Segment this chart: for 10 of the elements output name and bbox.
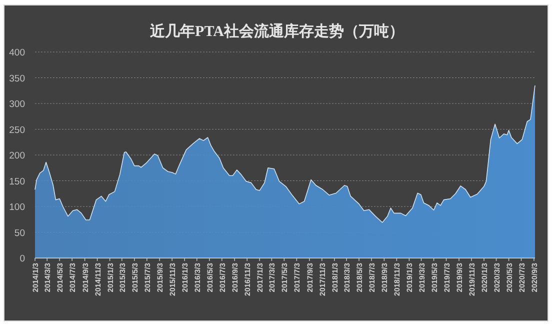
y-tick-label: 0 — [20, 254, 25, 264]
y-tick-label: 50 — [14, 228, 25, 239]
y-tick-label: 400 — [9, 48, 25, 58]
y-tick-label: 200 — [9, 150, 25, 162]
y-tick-label: 300 — [9, 99, 25, 110]
y-tick-label: 250 — [9, 124, 25, 136]
y-tick-label: 150 — [9, 176, 25, 188]
y-tick-label: 100 — [9, 202, 25, 213]
chart-title: 近几年PTA社会流通库存走势（万吨） — [149, 22, 404, 40]
y-tick-label: 350 — [9, 73, 25, 84]
